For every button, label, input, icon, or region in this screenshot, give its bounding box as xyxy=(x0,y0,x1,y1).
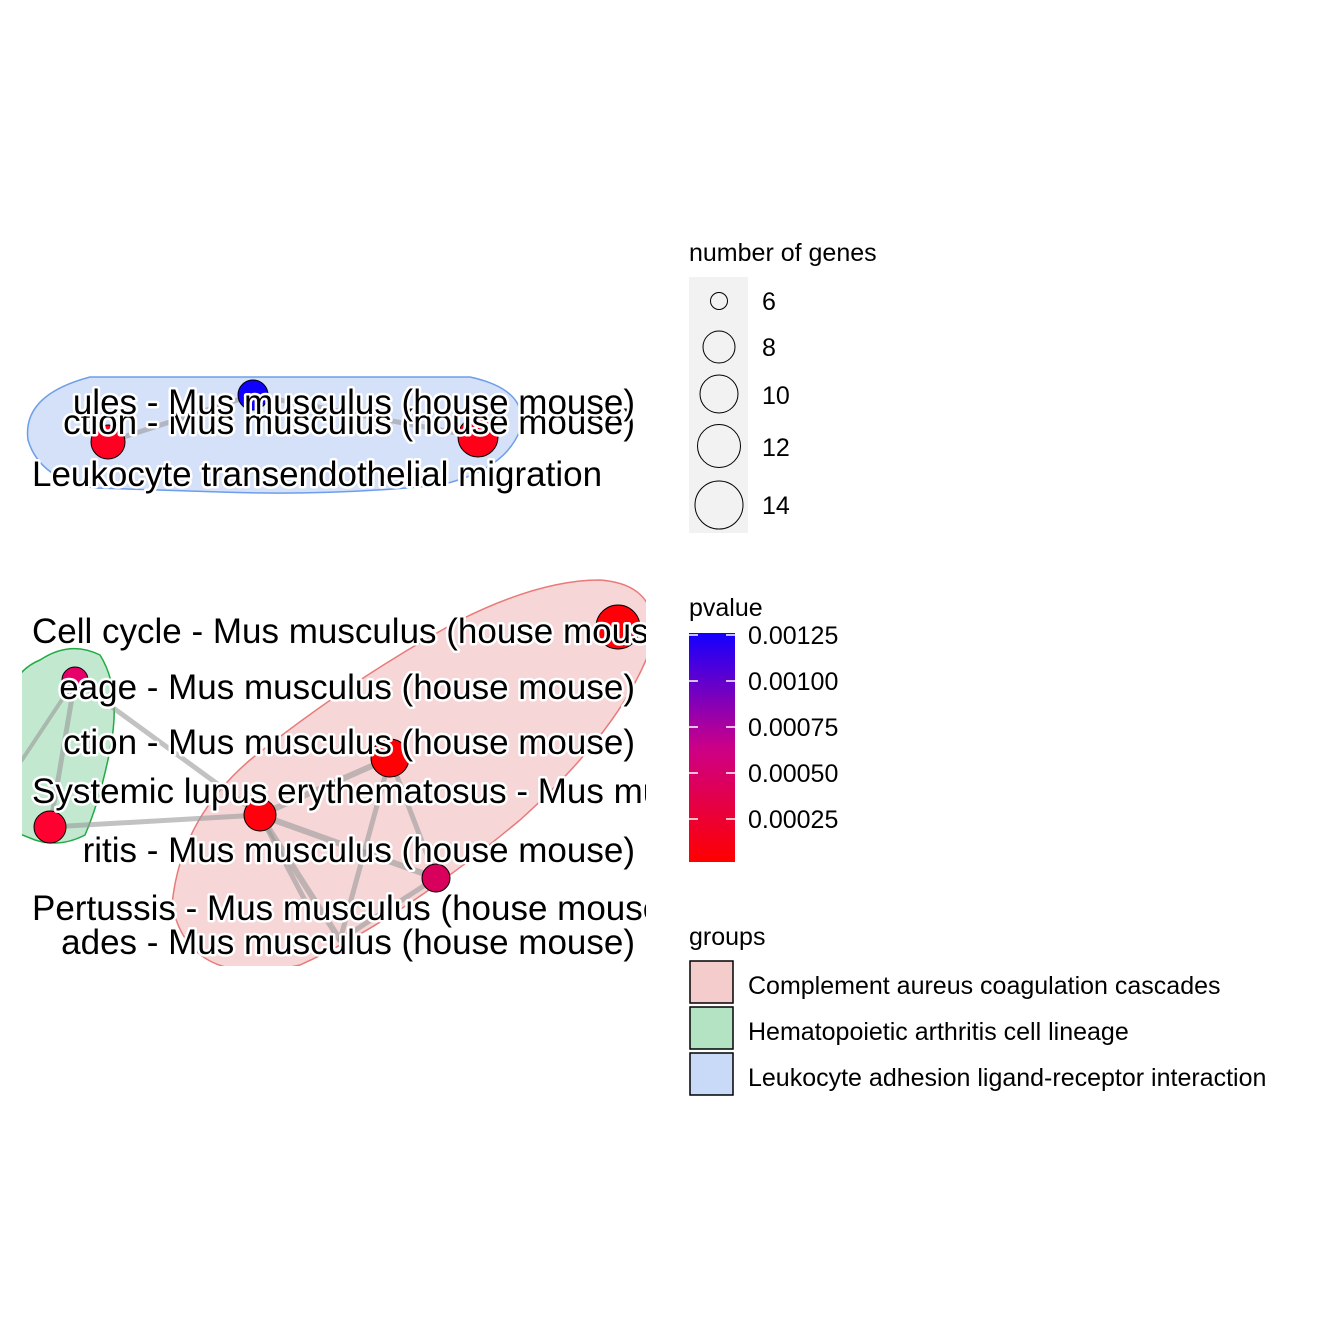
legend-pvalue: pvalue 0.00125 0.00100 0.00075 0.00050 0… xyxy=(689,594,838,862)
network-panel: ction - Mus musculus (house mouse) ules … xyxy=(22,376,1005,966)
legend-groups: groups Complement aureus coagulation cas… xyxy=(689,923,1266,1096)
pvalue-tick-label: 0.00050 xyxy=(748,760,838,788)
group-hull-leukocyte-adhesion xyxy=(26,376,523,494)
network-edges xyxy=(22,392,481,943)
pvalue-tick-label: 0.00025 xyxy=(748,806,838,834)
legend-size-key xyxy=(702,330,736,364)
node-label: Leukocyte transendothelial migration xyxy=(32,455,602,494)
node-circle xyxy=(595,604,641,650)
node-label: ades - Mus musculus (house mouse) xyxy=(61,923,635,962)
node-circle xyxy=(370,738,410,778)
node-label: ction - Mus musculus (house mouse) xyxy=(63,403,635,442)
pvalue-tick-label: 0.00100 xyxy=(748,668,838,696)
node-label: Cell cycle - Mus musculus (house mouse) xyxy=(32,612,680,651)
pvalue-tick-label: 0.00125 xyxy=(748,622,838,650)
node-circle xyxy=(237,379,269,411)
pvalue-colorbar-ticks xyxy=(689,634,735,820)
legend-size: number of genes 6 8 10 12 14 xyxy=(689,239,877,533)
legend-size-key xyxy=(697,424,741,468)
legend-pvalue-title: pvalue xyxy=(689,594,763,622)
node-circle xyxy=(90,424,126,460)
node-label: Pertussis - Mus musculus (house mouse) xyxy=(32,889,674,928)
legend-group-swatch xyxy=(689,960,734,1004)
legend-size-label: 8 xyxy=(762,334,776,362)
pvalue-tick-label: 0.00075 xyxy=(748,714,838,742)
legend-size-label: 14 xyxy=(762,492,790,520)
network-edge xyxy=(257,755,393,818)
legend-size-label: 12 xyxy=(762,434,790,462)
network-edge xyxy=(337,875,439,943)
network-edge xyxy=(387,755,439,881)
node-label: eage - Mus musculus (house mouse) xyxy=(59,668,635,707)
network-edge xyxy=(47,812,263,830)
legend-group-label: Complement aureus coagulation cascades xyxy=(748,972,1221,1000)
node-label: ction - Mus musculus (house mouse) xyxy=(63,723,635,762)
legend-size-label: 6 xyxy=(762,288,776,316)
legend-size-label: 10 xyxy=(762,382,790,410)
legend-size-key xyxy=(694,480,744,530)
pvalue-colorbar xyxy=(689,633,735,862)
node-circle xyxy=(243,798,277,832)
node-circle xyxy=(61,666,89,694)
legend-size-key xyxy=(699,374,739,414)
group-hull-hematopoietic xyxy=(22,647,115,844)
legend-group-swatch xyxy=(689,1052,734,1096)
network-edge xyxy=(47,677,78,830)
node-label: ritis - Mus musculus (house mouse) xyxy=(83,831,635,870)
node-label: Systemic lupus erythematosus - Mus muscu… xyxy=(32,772,1005,811)
node-circle xyxy=(421,863,451,893)
legend-size-title: number of genes xyxy=(689,239,877,267)
legend-groups-title: groups xyxy=(689,923,765,951)
legend-group-label: Leukocyte adhesion ligand-receptor inter… xyxy=(748,1064,1266,1092)
node-label: ules - Mus musculus (house mouse) xyxy=(73,383,635,422)
network-edge xyxy=(257,812,439,881)
node-labels: ction - Mus musculus (house mouse) ules … xyxy=(30,381,1005,965)
network-nodes xyxy=(33,379,641,893)
network-edge xyxy=(72,677,263,818)
network-edge xyxy=(250,392,481,440)
network-edge xyxy=(337,755,393,943)
node-circle xyxy=(33,810,67,844)
legend-group-label: Hematopoietic arthritis cell lineage xyxy=(748,1018,1129,1046)
network-edge xyxy=(22,678,77,762)
legend-group-swatch xyxy=(689,1006,734,1050)
network-edge xyxy=(105,392,256,445)
network-edge xyxy=(257,812,313,913)
legend-size-key xyxy=(710,292,728,310)
node-circle xyxy=(457,416,499,458)
